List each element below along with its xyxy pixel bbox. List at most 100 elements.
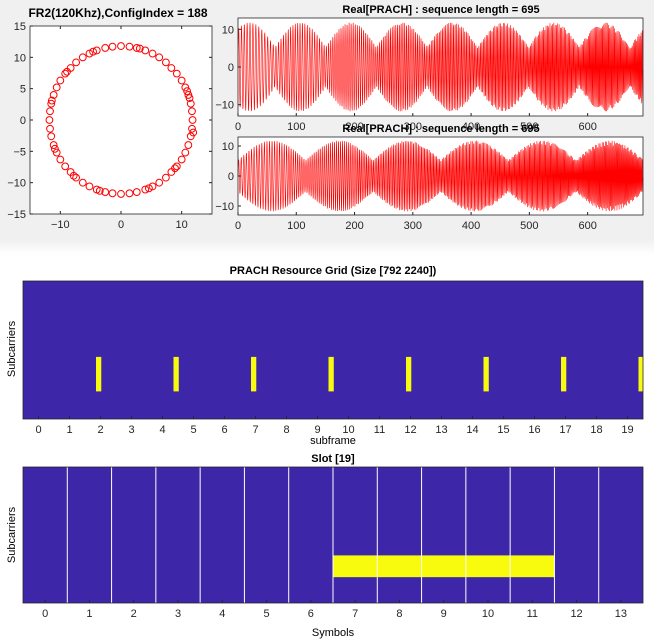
x-tick-label: 200 xyxy=(345,121,363,133)
slot-grid-box xyxy=(22,466,644,604)
constellation-point xyxy=(148,182,157,191)
slot-grid-ylabel: Subcarriers xyxy=(6,506,18,563)
resource-grid-title: PRACH Resource Grid (Size [792 2240]) xyxy=(230,265,437,277)
constellation-point xyxy=(101,44,110,52)
x-tick-label: 2 xyxy=(97,424,103,436)
x-tick-label: 0 xyxy=(118,219,124,231)
x-tick-label: 600 xyxy=(578,121,596,133)
y-tick-label: 0 xyxy=(228,62,234,74)
x-tick-label: 300 xyxy=(404,220,422,232)
constellation-point xyxy=(177,76,186,85)
y-tick-label: 5 xyxy=(20,84,26,96)
constellation-point xyxy=(117,42,125,50)
prach-occasion xyxy=(406,356,412,392)
constellation-point xyxy=(125,42,134,51)
x-tick-label: 3 xyxy=(128,424,134,436)
x-tick-label: 200 xyxy=(345,220,363,232)
constellation-point xyxy=(61,69,70,78)
x-tick-label: 13 xyxy=(615,608,627,620)
constellation-point xyxy=(101,188,110,196)
x-tick-label: 300 xyxy=(404,121,422,133)
x-tick-label: 100 xyxy=(287,121,305,133)
x-tick-label: 400 xyxy=(462,121,480,133)
panel-separator xyxy=(0,240,654,254)
constellation-point xyxy=(49,91,58,99)
x-tick-label: 2 xyxy=(131,608,137,620)
x-tick-label: 12 xyxy=(570,608,582,620)
constellation-point xyxy=(52,148,61,157)
x-tick-label: 7 xyxy=(252,424,258,436)
constellation-point xyxy=(181,83,190,92)
constellation-point xyxy=(188,107,196,116)
constellation-point xyxy=(132,44,141,52)
slot-grid-xlabel: Symbols xyxy=(312,627,355,639)
constellation-point xyxy=(89,47,97,56)
constellation-point xyxy=(108,189,117,198)
real-prach-2-title: Real[PRACH] : sequence length = 695 xyxy=(342,123,539,135)
x-tick-label: 500 xyxy=(520,220,538,232)
constellation-point xyxy=(47,96,56,105)
constellation-point xyxy=(56,155,65,164)
x-tick-label: 17 xyxy=(559,424,571,436)
prach-occasion xyxy=(638,356,643,392)
constellation-title: FR2(120Khz),ConfigIndex = 188 xyxy=(28,6,207,20)
y-tick-label: 0 xyxy=(20,115,26,127)
constellation-point xyxy=(161,58,170,67)
x-tick-label: 8 xyxy=(396,608,402,620)
constellation-plot-area xyxy=(30,26,212,214)
x-tick-label: 8 xyxy=(283,424,289,436)
x-tick-label: 19 xyxy=(621,424,633,436)
real-prach-1-title: Real[PRACH] : sequence length = 695 xyxy=(342,4,539,16)
constellation-point xyxy=(52,83,61,92)
constellation-point xyxy=(181,148,190,157)
x-tick-label: 500 xyxy=(520,121,538,133)
constellation-point xyxy=(92,46,101,55)
x-tick-label: 1 xyxy=(86,608,92,620)
constellation-point xyxy=(177,155,186,164)
constellation-point xyxy=(117,190,125,198)
x-tick-label: 14 xyxy=(466,424,478,436)
constellation-point xyxy=(172,162,181,171)
y-tick-label: 0 xyxy=(228,171,234,183)
x-tick-label: 600 xyxy=(578,220,596,232)
waveform-line xyxy=(237,140,644,212)
x-tick-label: 11 xyxy=(374,424,385,436)
constellation-point xyxy=(108,42,117,51)
x-tick-label: 0 xyxy=(235,121,241,133)
prach-occasion xyxy=(173,356,179,392)
prach-allocation xyxy=(333,555,555,578)
x-tick-label: 5 xyxy=(264,608,270,620)
x-tick-label: 13 xyxy=(435,424,447,436)
y-tick-label: −5 xyxy=(13,146,26,158)
x-tick-label: 10 xyxy=(482,608,494,620)
resource-grid-ylabel: Subcarriers xyxy=(6,320,18,377)
constellation-point xyxy=(85,49,94,58)
x-tick-label: 400 xyxy=(462,220,480,232)
constellation-point xyxy=(145,184,153,193)
x-tick-label: 15 xyxy=(497,424,509,436)
prach-occasion xyxy=(561,356,567,392)
x-tick-label: 12 xyxy=(404,424,416,436)
constellation-point xyxy=(172,69,181,78)
x-tick-label: 3 xyxy=(175,608,181,620)
x-tick-label: 16 xyxy=(528,424,540,436)
y-tick-label: −15 xyxy=(7,209,26,221)
constellation-point xyxy=(78,53,87,62)
real-prach-2-axes: Real[PRACH] : sequence length = 695 0 100… xyxy=(215,123,644,232)
y-tick-label: −10 xyxy=(215,100,234,112)
constellation-point xyxy=(148,49,157,58)
x-tick-label: 6 xyxy=(221,424,227,436)
constellation-point xyxy=(61,162,70,171)
constellation-point xyxy=(50,144,59,153)
x-tick-label: 10 xyxy=(342,424,354,436)
constellation-point xyxy=(186,99,195,108)
x-tick-label: 10 xyxy=(176,219,188,231)
constellation-point xyxy=(125,189,134,198)
waveform-line xyxy=(237,22,644,112)
constellation-point xyxy=(45,116,54,124)
constellation-point xyxy=(72,58,81,67)
prach-occasion xyxy=(251,356,257,392)
constellation-point xyxy=(167,64,176,72)
y-tick-label: −10 xyxy=(7,178,26,190)
